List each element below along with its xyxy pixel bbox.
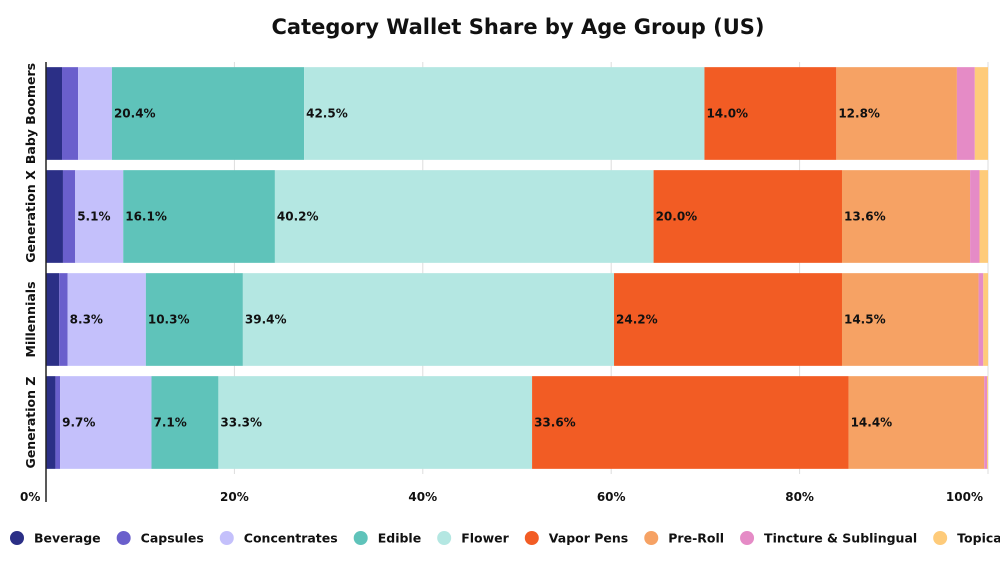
chart-title: Category Wallet Share by Age Group (US) <box>272 15 765 39</box>
x-tick-label: 100% <box>946 490 983 504</box>
bar-segment <box>304 67 705 160</box>
bar-segment <box>841 273 979 366</box>
data-label: 12.8% <box>838 107 880 121</box>
bar-segment <box>974 67 988 160</box>
legend-swatch <box>740 531 755 545</box>
bar-segment <box>46 67 63 160</box>
category-label: Generation Z <box>23 377 38 469</box>
data-label: 8.3% <box>70 313 103 327</box>
bar-segment <box>67 273 146 366</box>
x-tick-label: 0% <box>20 490 40 504</box>
data-label: 14.4% <box>851 416 893 430</box>
legend-item: Tincture & Sublingual <box>740 531 917 546</box>
bar-segment <box>46 273 60 366</box>
bar-segment <box>78 67 112 160</box>
x-tick-label: 60% <box>597 490 626 504</box>
legend-swatch <box>116 531 131 545</box>
legend-label: Capsules <box>141 531 204 546</box>
x-tick-label: 40% <box>408 490 437 504</box>
legend: Beverage Capsules Concentrates Edible Flower… <box>10 531 1000 546</box>
data-label: 10.3% <box>148 313 190 327</box>
bar-segment <box>46 170 63 263</box>
bar-segment <box>62 170 76 263</box>
legend-label: Pre-Roll <box>668 531 724 546</box>
legend-swatch <box>219 531 234 545</box>
legend-swatch <box>524 531 539 545</box>
bar-segment <box>123 170 275 263</box>
bar-segment <box>987 376 988 469</box>
legend-swatch <box>353 531 368 545</box>
legend-item: Flower <box>437 531 510 546</box>
data-label: 40.2% <box>277 210 319 224</box>
legend-label: Flower <box>461 531 509 546</box>
bar-segment <box>62 67 79 160</box>
category-label: Baby Boomers <box>23 63 38 164</box>
legend-item: Beverage <box>10 531 101 546</box>
data-label: 20.0% <box>656 210 698 224</box>
data-label: 42.5% <box>306 107 348 121</box>
legend-swatch <box>10 531 24 545</box>
data-label: 16.1% <box>125 210 167 224</box>
legend-label: Beverage <box>34 531 101 546</box>
legend-item: Vapor Pens <box>524 531 628 546</box>
bar-segment <box>59 273 68 366</box>
data-label: 39.4% <box>245 313 287 327</box>
legend-swatch <box>933 531 948 545</box>
legend-swatch <box>437 531 452 545</box>
bar-segment <box>956 67 975 160</box>
bar-segment <box>46 376 56 469</box>
bar-segment <box>970 170 980 263</box>
x-tick-label: 20% <box>220 490 249 504</box>
bar-segment <box>836 67 957 160</box>
category-label: Generation X <box>23 170 38 263</box>
data-label: 33.3% <box>220 416 262 430</box>
axis-layer: 0% 20% 40% 60% 80% 100% Baby Boomers Generation… <box>20 62 983 504</box>
data-label: 14.0% <box>706 107 748 121</box>
legend-label: Topical <box>957 531 1000 546</box>
bar-segment <box>242 273 615 366</box>
bar-segment <box>841 170 971 263</box>
data-labels-layer: 20.4% 42.5% 14.0% 12.8% 5.1% 16.1% 40.2% 20.0% 1… <box>62 107 892 430</box>
bar-segment <box>55 376 61 469</box>
data-label: 5.1% <box>77 210 110 224</box>
bar-segment <box>218 376 533 469</box>
legend-item: Topical <box>933 531 1000 546</box>
legend-swatch <box>644 531 659 545</box>
bar-segment <box>704 67 837 160</box>
bar-segment <box>984 376 988 469</box>
bar-segment <box>983 273 988 366</box>
bar-segment <box>532 376 849 469</box>
data-label: 13.6% <box>844 210 886 224</box>
bar-segment <box>111 67 305 160</box>
bar-segment <box>274 170 654 263</box>
category-label: Millennials <box>23 281 38 357</box>
bar-segment <box>145 273 243 366</box>
legend-item: Concentrates <box>219 531 338 546</box>
legend-item: Pre-Roll <box>644 531 724 546</box>
legend-item: Capsules <box>116 531 204 546</box>
legend-label: Edible <box>378 531 421 546</box>
bars-layer <box>46 67 988 469</box>
bar-segment <box>979 170 988 263</box>
legend-item: Edible <box>353 531 421 546</box>
bar-segment <box>151 376 219 469</box>
bar-segment <box>978 273 984 366</box>
legend-label: Vapor Pens <box>549 531 628 546</box>
legend-label: Tincture & Sublingual <box>764 531 917 546</box>
bar-segment <box>653 170 842 263</box>
bar-segment <box>614 273 842 366</box>
bar-segment <box>75 170 124 263</box>
bar-segment <box>60 376 152 469</box>
bar-segment <box>848 376 985 469</box>
data-label: 9.7% <box>62 416 95 430</box>
data-label: 24.2% <box>616 313 658 327</box>
x-tick-label: 80% <box>785 490 814 504</box>
legend-label: Concentrates <box>244 531 338 546</box>
data-label: 33.6% <box>534 416 576 430</box>
data-label: 20.4% <box>114 107 156 121</box>
data-label: 14.5% <box>844 313 886 327</box>
data-label: 7.1% <box>154 416 187 430</box>
